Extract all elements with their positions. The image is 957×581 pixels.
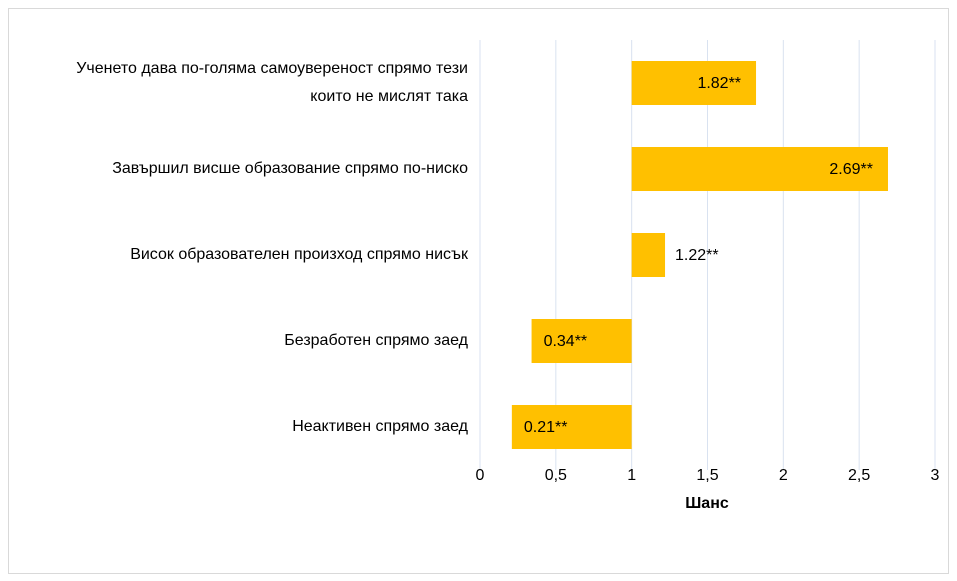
x-tick-label: 0,5 (545, 467, 567, 484)
x-tick-label: 2,5 (848, 467, 870, 484)
bar (631, 147, 888, 191)
category-label: Ученето дава по-голяма самоувереност спр… (76, 60, 468, 105)
bar (631, 61, 757, 105)
chart-border (8, 8, 949, 574)
x-tick-label: 0 (476, 467, 485, 484)
value-label: 0.21** (524, 419, 568, 436)
x-axis-title: Шанс (685, 495, 729, 512)
category-label: Безработен спрямо заед (284, 332, 468, 349)
value-label: 1.22** (675, 247, 719, 264)
x-tick-label: 3 (931, 467, 940, 484)
category-label: Завършил висше образование спрямо по-нис… (112, 160, 468, 177)
x-tick-label: 1 (627, 467, 636, 484)
bar (531, 319, 632, 363)
category-label: Неактивен спрямо заед (292, 418, 468, 435)
bar (631, 233, 666, 277)
value-label: 0.34** (544, 333, 588, 350)
value-label: 1.82** (697, 75, 741, 92)
x-tick-label: 2 (779, 467, 788, 484)
x-tick-label: 1,5 (696, 467, 718, 484)
value-label: 2.69** (829, 161, 873, 178)
category-label: Висок образователен произход спрямо нисъ… (130, 246, 468, 263)
bar (511, 405, 632, 449)
